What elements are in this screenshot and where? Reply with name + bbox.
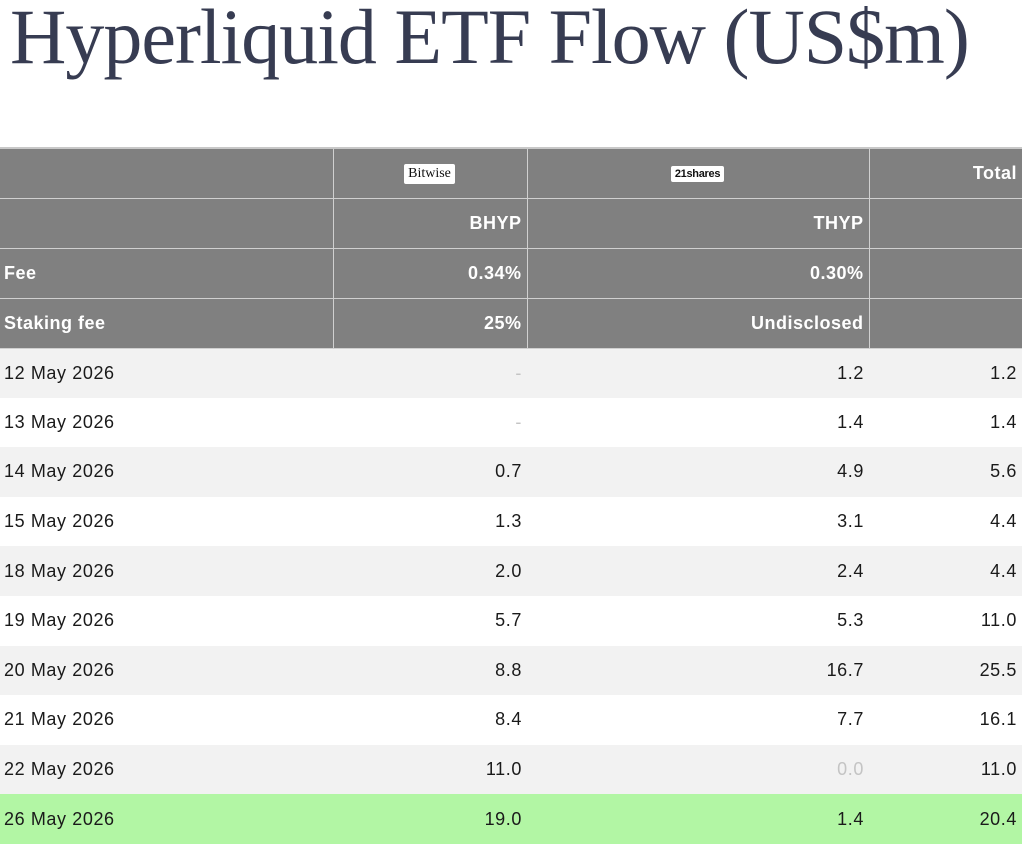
bhyp-cell: 8.4: [333, 695, 527, 745]
date-cell: 15 May 2026: [0, 496, 333, 547]
thyp-cell: 1.4: [527, 397, 869, 448]
fee-label: Fee: [0, 248, 334, 299]
staking-fee-thyp: Undisclosed: [527, 298, 870, 349]
ticker-total-cell: [869, 198, 1022, 249]
date-cell: 18 May 2026: [0, 546, 333, 596]
bitwise-logo: Bitwise: [404, 163, 455, 184]
ticker-thyp: THYP: [527, 198, 870, 249]
thyp-cell: 4.9: [527, 447, 869, 497]
table-row: 14 May 2026 0.7 4.9 5.6: [0, 447, 1022, 497]
thyp-cell: 0.0: [527, 744, 869, 795]
bhyp-cell: 8.8: [333, 645, 527, 696]
date-cell: 13 May 2026: [0, 397, 333, 448]
issuer-header-row: Bitwise 21shares Total: [0, 147, 1022, 199]
table-row: 20 May 2026 8.8 16.7 25.5: [0, 645, 1022, 696]
page-title: Hyperliquid ETF Flow (US$m): [10, 0, 970, 80]
total-cell: 1.4: [869, 397, 1022, 448]
date-cell: 12 May 2026: [0, 348, 333, 398]
table-row: 19 May 2026 5.7 5.3 11.0: [0, 595, 1022, 646]
bhyp-cell: 1.3: [333, 496, 527, 547]
bhyp-cell: 5.7: [333, 595, 527, 646]
fee-thyp: 0.30%: [527, 248, 870, 299]
bhyp-cell: 11.0: [333, 744, 527, 795]
thyp-cell: 3.1: [527, 496, 869, 547]
total-cell: 11.0: [869, 595, 1022, 646]
staking-fee-bhyp: 25%: [333, 298, 528, 349]
total-header: Total: [869, 147, 1022, 199]
table-row: 22 May 2026 11.0 0.0 11.0: [0, 744, 1022, 795]
fee-total-cell: [869, 248, 1022, 299]
total-cell: 11.0: [869, 744, 1022, 795]
thyp-cell: 1.4: [527, 794, 869, 844]
bhyp-cell: 0.7: [333, 447, 527, 497]
total-cell: 16.1: [869, 695, 1022, 745]
etf-flow-table: Bitwise 21shares Total BHYP THYP Fee 0.3…: [0, 147, 1022, 844]
21shares-logo-cell: 21shares: [527, 147, 870, 199]
date-cell: 20 May 2026: [0, 645, 333, 696]
total-cell: 1.2: [869, 348, 1022, 398]
total-cell: 5.6: [869, 447, 1022, 497]
table-row: 26 May 2026 19.0 1.4 20.4: [0, 794, 1022, 844]
total-cell: 4.4: [869, 546, 1022, 596]
date-cell: 22 May 2026: [0, 744, 333, 795]
bhyp-cell: 19.0: [333, 794, 527, 844]
header-empty-cell: [0, 147, 334, 199]
staking-fee-label: Staking fee: [0, 298, 334, 349]
staking-fee-row: Staking fee 25% Undisclosed: [0, 298, 1022, 349]
thyp-cell: 2.4: [527, 546, 869, 596]
total-cell: 20.4: [869, 794, 1022, 844]
fee-bhyp: 0.34%: [333, 248, 528, 299]
thyp-cell: 7.7: [527, 695, 869, 745]
table-row: 21 May 2026 8.4 7.7 16.1: [0, 695, 1022, 745]
bhyp-cell: -: [333, 397, 527, 448]
thyp-cell: 16.7: [527, 645, 869, 696]
total-cell: 25.5: [869, 645, 1022, 696]
ticker-label-cell: [0, 198, 334, 249]
ticker-bhyp: BHYP: [333, 198, 528, 249]
staking-fee-total-cell: [869, 298, 1022, 349]
table-row: 13 May 2026-1.4 1.4: [0, 397, 1022, 448]
date-cell: 26 May 2026: [0, 794, 333, 844]
bitwise-logo-cell: Bitwise: [333, 147, 528, 199]
thyp-cell: 1.2: [527, 348, 869, 398]
bhyp-cell: 2.0: [333, 546, 527, 596]
total-cell: 4.4: [869, 496, 1022, 547]
fee-row: Fee 0.34% 0.30%: [0, 248, 1022, 299]
thyp-cell: 5.3: [527, 595, 869, 646]
21shares-logo: 21shares: [670, 166, 725, 182]
bhyp-cell: -: [333, 348, 527, 398]
ticker-header-row: BHYP THYP: [0, 198, 1022, 249]
date-cell: 19 May 2026: [0, 595, 333, 646]
date-cell: 14 May 2026: [0, 447, 333, 497]
table-row: 15 May 2026 1.3 3.1 4.4: [0, 496, 1022, 547]
table-row: 12 May 2026-1.2 1.2: [0, 348, 1022, 398]
date-cell: 21 May 2026: [0, 695, 333, 745]
table-row: 18 May 2026 2.0 2.4 4.4: [0, 546, 1022, 596]
